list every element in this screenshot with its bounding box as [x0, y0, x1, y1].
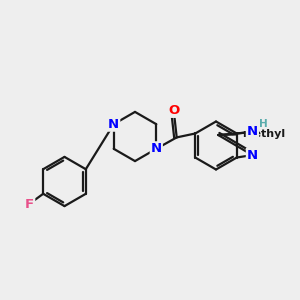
- Text: N: N: [247, 148, 258, 162]
- Text: methyl: methyl: [242, 129, 285, 140]
- Text: N: N: [247, 125, 258, 139]
- Text: N: N: [108, 118, 119, 131]
- Text: N: N: [151, 142, 162, 155]
- Text: H: H: [259, 118, 267, 129]
- Text: O: O: [169, 104, 180, 117]
- Text: F: F: [25, 198, 34, 212]
